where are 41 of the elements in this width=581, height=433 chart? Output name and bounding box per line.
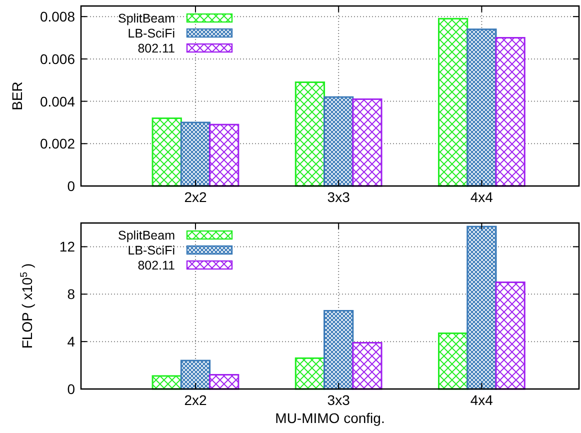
bar [466,28,497,187]
bar [180,360,211,390]
legend-label: SplitBeam [118,228,175,242]
bar [438,332,468,390]
x-tick-label: 4x4 [470,392,494,408]
bar [495,282,526,390]
y-tick-label: 0.004 [40,93,76,110]
legend-label: 802.11 [138,42,176,56]
y-tick-label: 12 [59,238,76,255]
x-tick-label: 2x2 [184,392,207,408]
x-tick-label: 3x3 [327,189,350,205]
bar [438,18,468,187]
bar [294,81,326,187]
bar [152,375,182,390]
y-tick-label: 8 [67,286,76,302]
y-axis-title: BER [9,82,25,110]
x-tick-label: 2x2 [184,189,207,205]
x-axis-title: MU-MIMO config. [275,410,385,426]
legend-label: LB-SciFi [128,244,175,258]
bar [352,98,382,187]
bar [352,342,382,390]
y-tick-label: 0 [67,178,76,194]
legend-label: SplitBeam [118,12,175,26]
x-tick-label: 4x4 [470,189,494,205]
bar [324,96,354,187]
y-tick-label: 0.008 [40,8,76,25]
bar [324,310,354,390]
bar [209,124,240,187]
y-tick-label: 4 [67,334,76,350]
bar [180,122,211,187]
y-tick-label: 0 [67,381,76,397]
x-tick-label: 3x3 [327,392,350,408]
bar [466,226,497,390]
bar [152,117,182,187]
bar [209,374,240,390]
legend-label: 802.11 [138,258,176,272]
bar [294,357,326,390]
bar [495,37,526,187]
y-tick-label: 0.002 [40,136,76,152]
legend-label: LB-SciFi [128,26,175,40]
y-tick-label: 0.006 [40,50,76,67]
